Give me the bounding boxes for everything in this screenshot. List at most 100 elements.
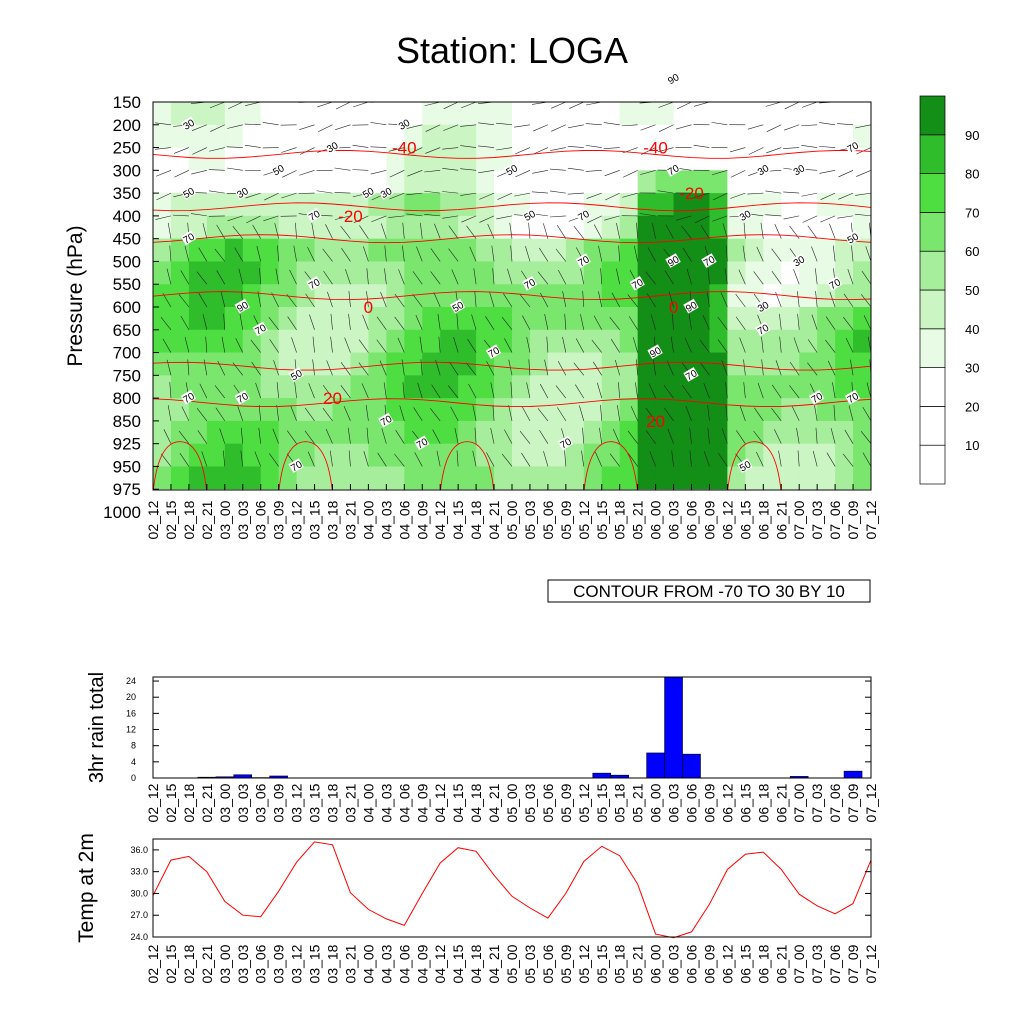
wind-barb [771, 384, 782, 399]
rh-cell [619, 238, 639, 263]
wind-barb [456, 450, 459, 467]
wind-barb [402, 222, 405, 239]
rh-cell [440, 307, 459, 331]
rain-bar [664, 676, 683, 779]
wind-barb [735, 316, 746, 330]
wind-barb [467, 338, 477, 353]
wind-barb [671, 450, 674, 467]
wind-barb [178, 430, 190, 444]
temp-x-tick-label: 06_00 [648, 944, 664, 983]
wind-barb [739, 405, 746, 421]
rh-cell [458, 284, 477, 308]
wind-barb [568, 124, 584, 129]
rh-cell [494, 102, 513, 126]
wind-barb [771, 271, 782, 285]
rh-cell [296, 102, 316, 126]
wind-barb [414, 452, 423, 467]
rh-cell [781, 307, 800, 331]
rh-contour-label: 70 [182, 231, 198, 246]
temp-x-tick-label: 06_21 [773, 944, 789, 983]
wind-barb [610, 338, 620, 353]
wind-barb [801, 192, 818, 197]
wind-barb [743, 359, 746, 376]
rh-cell [260, 352, 280, 376]
rh-cell [224, 102, 244, 126]
rh-cell [835, 124, 854, 149]
rh-cell [332, 170, 352, 194]
wind-barb [167, 405, 172, 421]
wind-barb [838, 170, 854, 178]
rh-cell [727, 420, 746, 445]
rain-x-tick-label: 05_06 [540, 783, 556, 822]
wind-barb [526, 336, 531, 353]
rain-bar [682, 753, 701, 779]
rh-cell [781, 261, 800, 285]
wind-barb [562, 336, 567, 353]
rh-cell [565, 238, 585, 263]
rh-cell [745, 329, 764, 354]
wind-barb [779, 313, 782, 330]
rh-cell [853, 329, 871, 354]
rh-cell [368, 398, 387, 422]
wind-barb [353, 215, 369, 223]
rh-cell [153, 102, 172, 126]
wind-barb [160, 317, 172, 330]
x-tick-label: 03_06 [253, 500, 269, 539]
wind-barb [492, 404, 495, 421]
colorbar-box [919, 406, 946, 446]
wind-barb [461, 102, 477, 109]
wind-barb [153, 329, 154, 330]
wind-barb [226, 167, 243, 171]
wind-barb [432, 429, 441, 444]
isotherm-surface-line [727, 441, 782, 490]
rh-cell [745, 398, 764, 422]
rain-x-tick-label: 03_00 [217, 783, 233, 822]
wind-barbs [153, 102, 871, 467]
rain-y-tick-label: 0 [131, 773, 136, 783]
temp-x-tick-label: 02_15 [163, 944, 179, 983]
wind-barb [562, 291, 567, 308]
rh-cell [512, 102, 531, 126]
wind-barb [424, 102, 441, 107]
wind-barb [593, 224, 603, 239]
colorbar-label: 90 [965, 128, 979, 143]
rh-cell [188, 466, 208, 490]
wind-barb [433, 292, 441, 308]
wind-barb [257, 291, 261, 308]
colorbar-label: 10 [965, 438, 979, 453]
rain-x-tick-label: 04_21 [486, 783, 502, 822]
rh-cell [655, 352, 675, 376]
wind-barb [330, 336, 333, 353]
wind-barb [388, 147, 405, 152]
rh-cell [655, 466, 675, 490]
wind-barb [801, 124, 818, 127]
temp-y-tick-label: 27.0 [130, 910, 148, 920]
rh-cell [655, 170, 675, 194]
wind-barb [271, 292, 279, 308]
rh-cell [314, 261, 334, 285]
rh-cell [763, 466, 782, 490]
rh-cell [368, 420, 387, 445]
rh-cell [835, 375, 854, 399]
rh-cell [386, 102, 405, 126]
temp-x-tick-label: 04_15 [450, 944, 466, 983]
wind-barb [665, 224, 674, 239]
wind-barb [564, 450, 567, 467]
wind-barb [179, 453, 190, 467]
rh-contour-label: 30 [792, 254, 808, 269]
rh-cell [709, 443, 728, 468]
rh-cell [835, 329, 854, 354]
rh-cell [386, 170, 405, 194]
rh-cell [458, 170, 477, 194]
wind-barb [779, 336, 782, 353]
rh-cell [799, 307, 818, 331]
wind-barb [612, 428, 620, 444]
wind-barb [754, 407, 764, 422]
rh-cell [494, 329, 513, 354]
rh-cell [404, 124, 423, 149]
rh-cell [242, 284, 262, 308]
wind-barb [358, 339, 369, 353]
rh-cell [583, 352, 603, 376]
y-tick-label: 650 [113, 321, 141, 340]
rh-cell [565, 284, 585, 308]
